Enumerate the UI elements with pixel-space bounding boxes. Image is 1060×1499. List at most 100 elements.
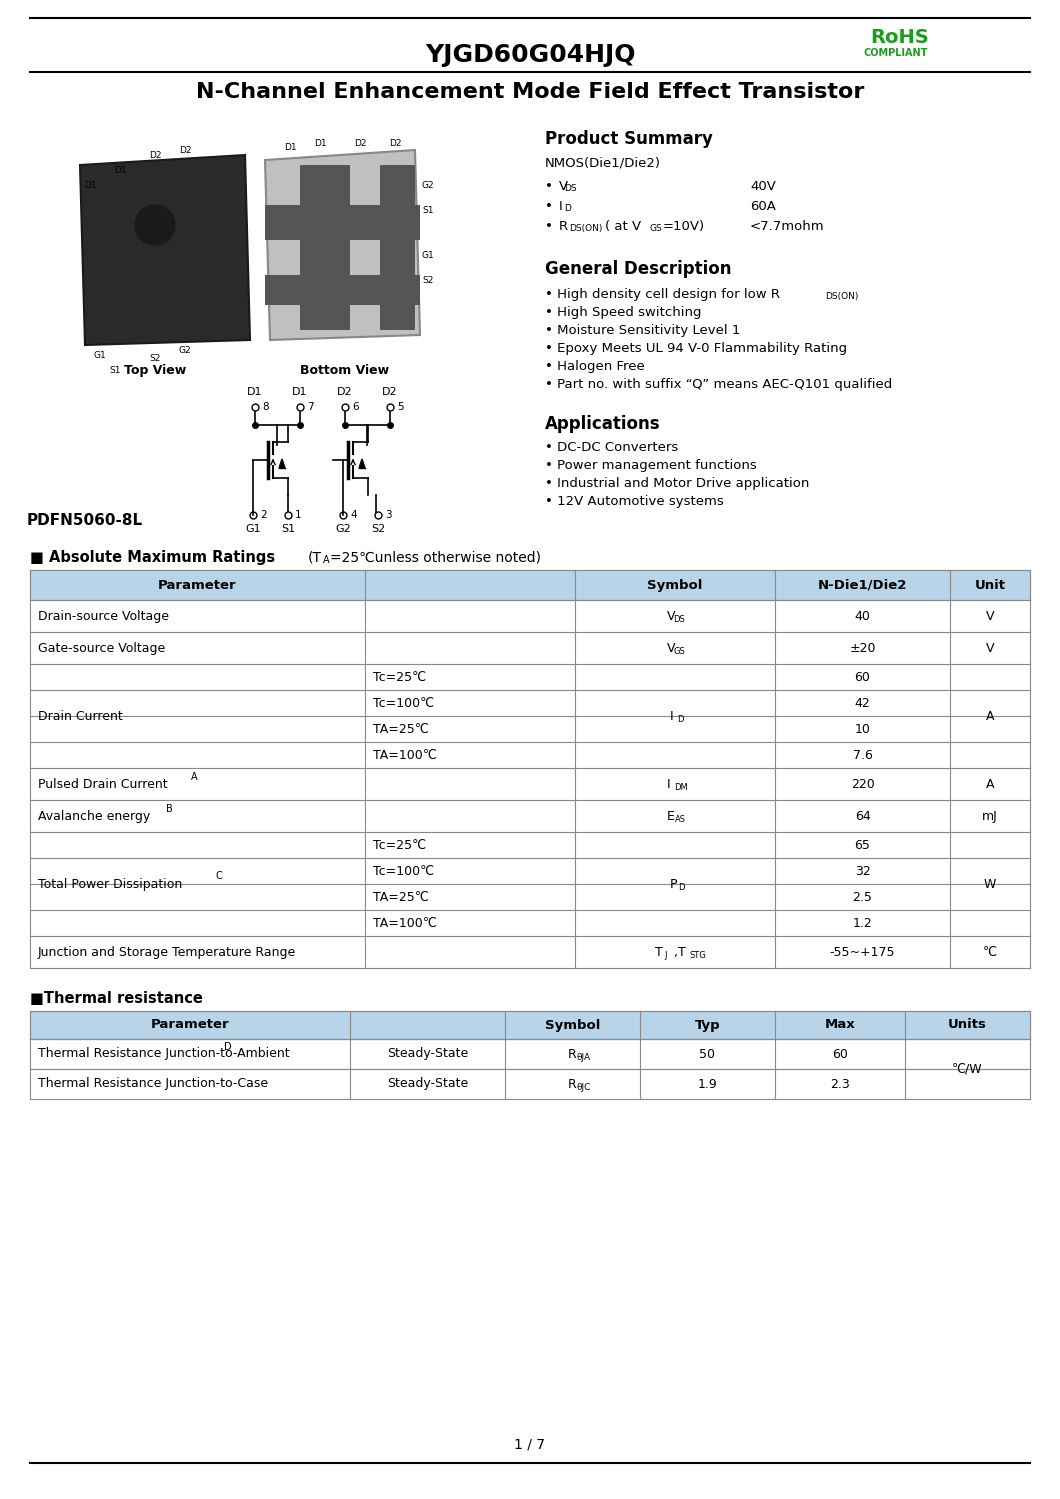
Text: •: • — [545, 180, 553, 193]
Text: Tc=25℃: Tc=25℃ — [373, 838, 426, 851]
Text: DS: DS — [673, 615, 685, 624]
Text: θJC: θJC — [577, 1082, 590, 1091]
Text: TA=25℃: TA=25℃ — [373, 890, 428, 904]
Text: P: P — [670, 877, 677, 890]
Text: Drain Current: Drain Current — [38, 709, 123, 723]
Text: ±20: ±20 — [849, 642, 876, 655]
Polygon shape — [359, 459, 365, 468]
Text: • Halogen Free: • Halogen Free — [545, 360, 644, 373]
Text: 2.3: 2.3 — [830, 1078, 850, 1090]
Text: A: A — [191, 772, 197, 782]
Text: 7: 7 — [307, 402, 314, 412]
Text: =10V): =10V) — [662, 220, 705, 232]
Text: A: A — [986, 709, 994, 723]
Text: R: R — [559, 220, 568, 232]
Text: D1: D1 — [113, 165, 126, 174]
Text: • Part no. with suffix “Q” means AEC-Q101 qualified: • Part no. with suffix “Q” means AEC-Q10… — [545, 378, 893, 391]
Text: • Industrial and Motor Drive application: • Industrial and Motor Drive application — [545, 477, 810, 490]
Text: S2: S2 — [371, 525, 385, 534]
Text: Units: Units — [948, 1018, 987, 1031]
Text: ℃: ℃ — [983, 946, 997, 958]
Text: Pulsed Drain Current: Pulsed Drain Current — [38, 778, 167, 790]
Text: 1.9: 1.9 — [697, 1078, 718, 1090]
Text: TA=100℃: TA=100℃ — [373, 916, 437, 929]
Text: Applications: Applications — [545, 415, 660, 433]
Text: D: D — [677, 715, 684, 724]
Text: 60: 60 — [854, 670, 870, 684]
Text: GS: GS — [673, 646, 685, 655]
Text: N-Channel Enhancement Mode Field Effect Transistor: N-Channel Enhancement Mode Field Effect … — [196, 82, 864, 102]
Text: 7.6: 7.6 — [852, 748, 872, 761]
Text: GS: GS — [649, 223, 661, 232]
Text: J: J — [664, 950, 667, 959]
Text: 32: 32 — [854, 865, 870, 877]
Text: I: I — [667, 778, 671, 790]
Text: S2: S2 — [149, 354, 161, 363]
Text: STG: STG — [689, 950, 706, 959]
Text: A: A — [986, 778, 994, 790]
Text: E: E — [667, 809, 675, 823]
Text: 40V: 40V — [750, 180, 776, 193]
Circle shape — [135, 205, 175, 244]
Text: • Power management functions: • Power management functions — [545, 459, 757, 472]
Polygon shape — [279, 459, 285, 468]
Text: DS(ON): DS(ON) — [825, 292, 859, 301]
Text: Unit: Unit — [974, 579, 1006, 592]
Text: D1: D1 — [314, 138, 326, 147]
Text: 220: 220 — [850, 778, 874, 790]
Text: 64: 64 — [854, 809, 870, 823]
Text: • Moisture Sensitivity Level 1: • Moisture Sensitivity Level 1 — [545, 324, 740, 337]
Text: 65: 65 — [854, 838, 870, 851]
Text: =25℃unless otherwise noted): =25℃unless otherwise noted) — [330, 550, 541, 564]
Bar — [30, 1010, 1030, 1039]
Text: 4: 4 — [350, 510, 356, 520]
Text: 2.5: 2.5 — [852, 890, 872, 904]
Text: Steady-State: Steady-State — [387, 1048, 469, 1060]
Text: COMPLIANT: COMPLIANT — [864, 48, 929, 58]
Text: AS: AS — [675, 814, 686, 823]
Text: 42: 42 — [854, 697, 870, 709]
Text: D: D — [565, 204, 571, 213]
Text: V: V — [667, 610, 675, 622]
Text: • DC-DC Converters: • DC-DC Converters — [545, 441, 678, 454]
Text: • 12V Automotive systems: • 12V Automotive systems — [545, 495, 724, 508]
Text: G2: G2 — [422, 180, 435, 189]
Text: Max: Max — [825, 1018, 855, 1031]
Text: V: V — [667, 642, 675, 655]
Text: ■Thermal resistance: ■Thermal resistance — [30, 991, 202, 1006]
Text: Symbol: Symbol — [648, 579, 703, 592]
Text: S2: S2 — [422, 276, 434, 285]
Text: • Epoxy Meets UL 94 V-0 Flammability Rating: • Epoxy Meets UL 94 V-0 Flammability Rat… — [545, 342, 847, 355]
Text: ,T: ,T — [670, 946, 686, 958]
Text: DS(ON): DS(ON) — [569, 223, 602, 232]
Text: PDFN5060-8L: PDFN5060-8L — [26, 513, 143, 528]
Text: (T: (T — [308, 550, 322, 564]
Text: Symbol: Symbol — [545, 1018, 600, 1031]
Text: G2: G2 — [179, 345, 191, 354]
Text: Tc=100℃: Tc=100℃ — [373, 865, 435, 877]
Text: 50: 50 — [700, 1048, 716, 1060]
Text: Thermal Resistance Junction-to-Case: Thermal Resistance Junction-to-Case — [38, 1078, 268, 1090]
Text: •: • — [545, 220, 553, 232]
Text: RoHS: RoHS — [870, 28, 929, 46]
Text: <7.7mohm: <7.7mohm — [750, 220, 825, 232]
Text: Parameter: Parameter — [151, 1018, 229, 1031]
Text: Junction and Storage Temperature Range: Junction and Storage Temperature Range — [38, 946, 296, 958]
Text: D: D — [224, 1042, 232, 1052]
Bar — [265, 274, 420, 304]
Text: D1: D1 — [247, 387, 263, 397]
Text: Steady-State: Steady-State — [387, 1078, 469, 1090]
Text: D2: D2 — [383, 387, 398, 397]
Text: Typ: Typ — [694, 1018, 721, 1031]
Text: Total Power Dissipation: Total Power Dissipation — [38, 877, 182, 890]
Text: DS: DS — [565, 184, 577, 193]
Text: • High Speed switching: • High Speed switching — [545, 306, 702, 319]
Polygon shape — [80, 154, 250, 345]
Text: NMOS(Die1/Die2): NMOS(Die1/Die2) — [545, 156, 661, 169]
Text: I: I — [670, 709, 673, 723]
Text: G1: G1 — [422, 250, 435, 259]
Text: V: V — [986, 610, 994, 622]
Text: D2: D2 — [337, 387, 353, 397]
Text: mJ: mJ — [983, 809, 997, 823]
Bar — [30, 570, 1030, 600]
